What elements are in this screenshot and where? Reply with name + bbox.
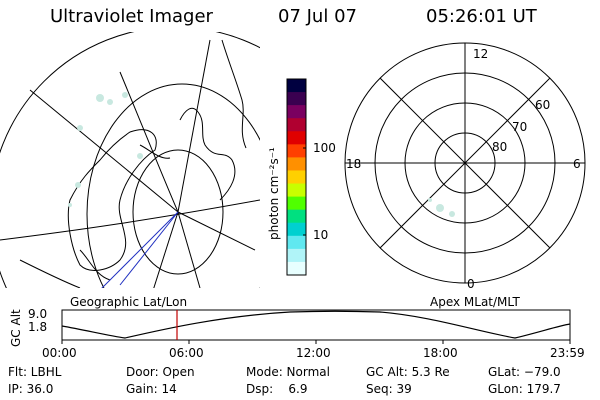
strip-right-title: Apex MLat/MLT [430, 295, 520, 309]
colorbar-unit-label: photon cm⁻²s⁻¹ [267, 147, 281, 240]
colorbar-cell [287, 157, 306, 171]
coastline [19, 259, 81, 288]
gc-alt-info: GC Alt: 5.3 Re [366, 365, 450, 379]
filter-info: Flt: LBHL [8, 365, 62, 379]
colorbar-cell [287, 105, 306, 119]
strip-time-tick: 00:00 [42, 346, 77, 360]
door-info: Door: Open [126, 365, 195, 379]
meridian [119, 71, 179, 213]
coastline [221, 39, 247, 149]
mode-info: Mode: Normal [246, 365, 330, 379]
mlt-label-18: 18 [346, 157, 362, 171]
lat-circle [86, 83, 260, 288]
dsp-info: Dsp: 6.9 [246, 382, 308, 396]
colorbar-cell [287, 79, 306, 93]
coastline [179, 107, 236, 201]
colorbar-cell [287, 209, 306, 224]
colorbar-cell [287, 235, 306, 250]
coastline [79, 249, 111, 281]
colorbar-cell [287, 118, 306, 132]
footprint-line [101, 211, 179, 288]
meridian [153, 211, 179, 288]
meridian [177, 211, 256, 251]
date-label: 07 Jul 07 [278, 6, 357, 27]
seq-info: Seq: 39 [366, 382, 412, 396]
polar-plot [344, 42, 586, 284]
emission-patches [68, 92, 143, 207]
strip-time-tick: 06:00 [169, 346, 204, 360]
colorbar-cell [287, 222, 306, 237]
mlt-diagonal [379, 77, 551, 249]
strip-time-tick: 18:00 [423, 346, 458, 360]
colorbar-cell [287, 144, 306, 158]
strip-axis-title: GC Alt [9, 309, 23, 347]
colorbar-cell [287, 170, 306, 185]
instrument-title: Ultraviolet Imager [50, 6, 213, 27]
geographic-map [0, 32, 260, 288]
mlt-label-6: 6 [573, 157, 581, 171]
lat-label-70: 70 [512, 120, 528, 134]
meridian [177, 211, 201, 288]
coastline [67, 129, 157, 271]
polar-emission-patches [428, 198, 455, 217]
glon-info: GLon: 179.7 [488, 382, 561, 396]
meridian [177, 39, 211, 213]
strip-time-tick: 23:59 [550, 346, 585, 360]
lat-label-60: 60 [535, 98, 551, 112]
mlt-label-12: 12 [473, 47, 489, 61]
colorbar-cell [287, 248, 306, 263]
altitude-strip-chart [61, 309, 571, 344]
strip-time-tick: 12:00 [296, 346, 331, 360]
footprint-line [119, 211, 179, 286]
meridian [0, 199, 260, 241]
strip-y-label: 1.8 [28, 320, 48, 334]
colorbar-cell [287, 183, 306, 198]
ip-info: IP: 36.0 [8, 382, 54, 396]
strip-left-title: Geographic Lat/Lon [70, 295, 188, 309]
color-bar [286, 78, 307, 276]
colorbar-tick-label: 100 [313, 141, 336, 155]
colorbar-cell [287, 261, 306, 276]
meridian [29, 89, 179, 213]
lat-circle [132, 149, 224, 275]
colorbar-cell [287, 131, 306, 145]
coastline [139, 144, 171, 159]
altitude-curve [61, 310, 571, 339]
mlt-label-0: 0 [467, 277, 475, 291]
time-label: 05:26:01 UT [426, 6, 537, 27]
colorbar-cell [287, 196, 306, 211]
strip-y-label: 9.0 [28, 307, 48, 321]
gain-info: Gain: 14 [126, 382, 177, 396]
glat-info: GLat: −79.0 [488, 365, 561, 379]
lat-label-80: 80 [492, 140, 508, 154]
colorbar-cell [287, 92, 306, 106]
colorbar-tick-label: 10 [313, 228, 329, 242]
